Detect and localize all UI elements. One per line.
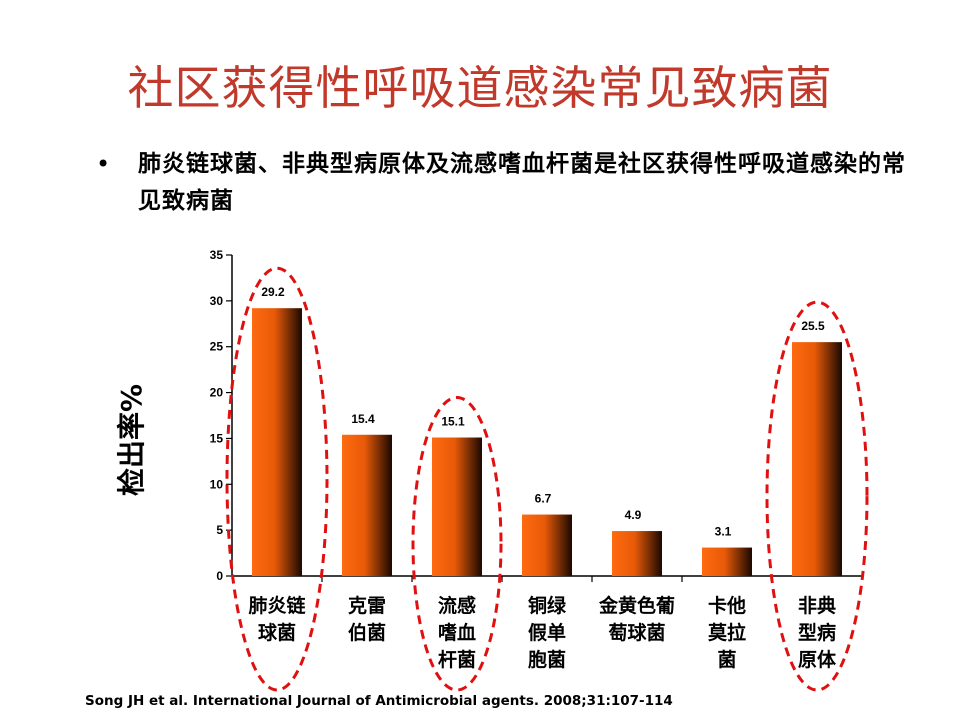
- category-label: 克雷伯菌: [348, 594, 386, 644]
- y-tick-label: 25: [210, 340, 224, 354]
- bar-value-label: 25.5: [801, 319, 825, 333]
- bar: [432, 437, 482, 576]
- y-tick-label: 30: [210, 294, 224, 308]
- y-tick-label: 15: [210, 431, 224, 445]
- category-label: 流感嗜血杆菌: [438, 594, 476, 671]
- y-tick-label: 20: [210, 386, 224, 400]
- highlight-ellipse: [411, 396, 503, 692]
- reference-citation: Song JH et al. International Journal of …: [85, 693, 673, 709]
- y-tick-label: 0: [216, 569, 223, 583]
- category-label: 金黄色葡萄球菌: [598, 594, 675, 644]
- bar-value-label: 6.7: [535, 492, 552, 506]
- bar-value-label: 15.4: [351, 412, 375, 426]
- category-label: 肺炎链球菌: [248, 594, 305, 644]
- category-label: 铜绿假单胞菌: [528, 594, 567, 671]
- y-tick-label: 10: [210, 477, 224, 491]
- bar-value-label: 3.1: [715, 525, 732, 539]
- bar: [252, 308, 302, 576]
- bar-value-label: 29.2: [261, 285, 285, 299]
- y-tick-label: 35: [210, 248, 224, 262]
- highlight-ellipse: [765, 300, 869, 692]
- category-label: 卡他莫拉菌: [708, 594, 746, 671]
- bullet-dot: •: [96, 150, 111, 178]
- bar: [342, 434, 392, 576]
- y-tick-label: 5: [216, 523, 223, 537]
- bar: [522, 514, 572, 576]
- category-label: 非典型病原体: [798, 594, 837, 671]
- bar: [792, 342, 842, 576]
- bar: [612, 531, 662, 576]
- slide-title: 社区获得性呼吸道感染常见致病菌: [127, 61, 833, 115]
- bar: [702, 547, 752, 576]
- bullet-text: 肺炎链球菌、非典型病原体及流感嗜血杆菌是社区获得性呼吸道感染的常见致病菌: [138, 150, 906, 214]
- bar-value-label: 4.9: [625, 508, 642, 522]
- highlight-ellipse: [225, 266, 329, 692]
- bar-value-label: 15.1: [441, 415, 465, 429]
